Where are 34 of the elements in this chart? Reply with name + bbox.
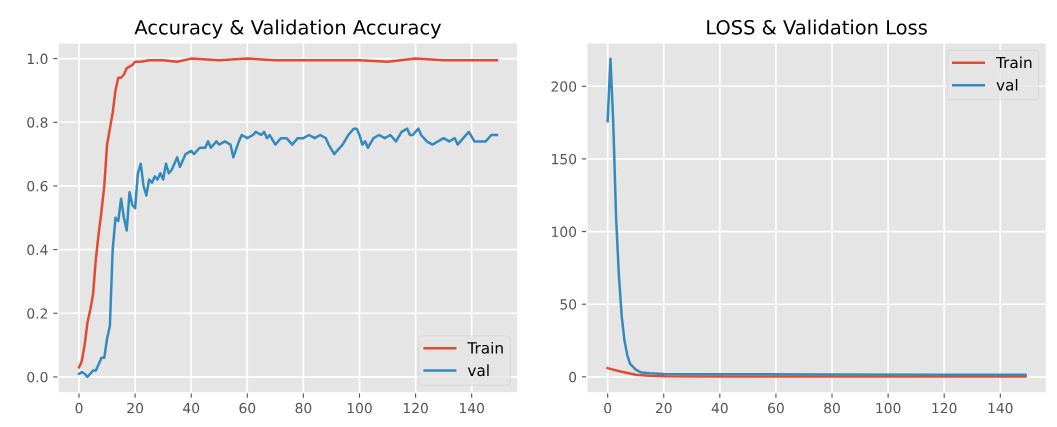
x-tick-label: 80 <box>295 402 312 414</box>
y-tick-label: 0.2 <box>27 308 48 319</box>
x-tick-label: 20 <box>127 402 144 414</box>
x-tick-label: 100 <box>876 402 901 414</box>
x-tick-label: 0 <box>604 402 612 414</box>
x-tick-label: 40 <box>711 402 728 414</box>
y-tick-label: 50 <box>560 299 577 310</box>
x-tick-label: 120 <box>403 402 428 414</box>
y-tick-label: 200 <box>551 81 577 92</box>
x-tick-label: 80 <box>824 402 840 414</box>
chart-title: LOSS & Validation Loss <box>707 19 927 35</box>
x-tick-label: 140 <box>988 402 1013 414</box>
legend-label: Train <box>995 56 1032 69</box>
y-tick-label: 150 <box>552 153 577 165</box>
legend-label: val <box>996 78 1018 91</box>
y-tick-label: 0.8 <box>27 117 48 128</box>
x-tick-label: 60 <box>239 402 256 414</box>
legend-label: val <box>467 364 489 377</box>
x-tick-label: 60 <box>768 402 784 414</box>
x-tick-label: 100 <box>347 402 372 414</box>
legend-label: Train <box>467 341 503 354</box>
x-tick-label: 40 <box>183 402 200 414</box>
x-tick-label: 120 <box>932 402 957 414</box>
y-tick-label: 0 <box>569 371 577 383</box>
x-tick-label: 140 <box>459 402 484 414</box>
y-tick-label: 0.0 <box>27 371 48 383</box>
y-tick-label: 1.0 <box>27 53 48 65</box>
x-tick-label: 20 <box>655 402 672 414</box>
x-tick-label: 0 <box>75 402 83 414</box>
y-tick-label: 100 <box>552 226 577 238</box>
chart-title: Accuracy & Validation Accuracy <box>134 19 442 39</box>
y-tick-label: 0.6 <box>27 180 48 192</box>
line-series <box>606 366 1027 378</box>
y-tick-label: 0.4 <box>27 244 48 256</box>
